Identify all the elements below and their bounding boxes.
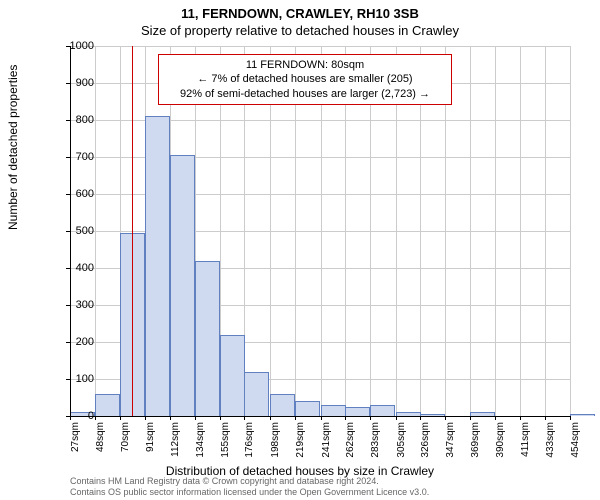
y-tick-label: 500 [76, 225, 94, 237]
x-tick-label: 411sqm [520, 422, 531, 457]
x-tick-label: 219sqm [295, 422, 306, 458]
info-box-line: ← 7% of detached houses are smaller (205… [165, 72, 445, 86]
histogram-bar [145, 116, 170, 416]
x-tick-label: 198sqm [270, 422, 281, 458]
histogram-bar [370, 405, 395, 416]
y-tick-label: 400 [76, 262, 94, 274]
histogram-bar [570, 414, 595, 416]
histogram-bar [195, 261, 220, 416]
histogram-bar [220, 335, 245, 416]
histogram-bar [270, 394, 295, 416]
x-tick-label: 134sqm [195, 422, 206, 458]
y-tick-label: 600 [76, 188, 94, 200]
y-tick-label: 700 [76, 151, 94, 163]
histogram-bar [95, 394, 120, 416]
x-tick-label: 305sqm [396, 422, 407, 458]
x-tick-label: 283sqm [370, 422, 381, 458]
grid-line [570, 46, 571, 416]
x-tick-label: 27sqm [70, 422, 81, 452]
y-axis-label: Number of detached properties [6, 65, 20, 230]
footer-line-1: Contains HM Land Registry data © Crown c… [70, 476, 429, 487]
y-tick-label: 300 [76, 299, 94, 311]
grid-line [470, 46, 471, 416]
y-tick-label: 200 [76, 336, 94, 348]
chart-footer: Contains HM Land Registry data © Crown c… [70, 476, 429, 498]
x-tick-label: 369sqm [470, 422, 481, 458]
y-tick-label: 900 [76, 77, 94, 89]
x-tick-label: 70sqm [120, 422, 131, 452]
histogram-bar [345, 407, 370, 416]
histogram-bar [244, 372, 269, 416]
grid-line [545, 46, 546, 416]
x-tick-label: 347sqm [445, 422, 456, 458]
y-tick-label: 1000 [70, 40, 94, 52]
property-size-chart: 11, FERNDOWN, CRAWLEY, RH10 3SB Size of … [0, 0, 600, 500]
y-tick-label: 100 [76, 373, 94, 385]
footer-line-2: Contains OS public sector information li… [70, 487, 429, 498]
x-tick-label: 112sqm [170, 422, 181, 457]
x-tick-label: 155sqm [220, 422, 231, 458]
grid-line [95, 46, 96, 416]
y-tick-label: 0 [88, 410, 94, 422]
histogram-bar [170, 155, 195, 416]
chart-subtitle: Size of property relative to detached ho… [0, 21, 600, 38]
x-tick-label: 326sqm [420, 422, 431, 458]
property-marker-line [132, 46, 133, 416]
x-tick-label: 390sqm [495, 422, 506, 458]
chart-title: 11, FERNDOWN, CRAWLEY, RH10 3SB [0, 0, 600, 21]
plot-area: 11 FERNDOWN: 80sqm← 7% of detached house… [70, 46, 570, 416]
histogram-bar [321, 405, 346, 416]
x-tick-label: 241sqm [321, 422, 332, 458]
x-tick-label: 176sqm [244, 422, 255, 458]
grid-line [495, 46, 496, 416]
property-info-box: 11 FERNDOWN: 80sqm← 7% of detached house… [158, 54, 452, 105]
info-box-line: 92% of semi-detached houses are larger (… [165, 87, 445, 101]
x-tick-label: 454sqm [570, 422, 581, 458]
x-tick-label: 91sqm [145, 422, 156, 452]
grid-line [520, 46, 521, 416]
x-tick-label: 433sqm [545, 422, 556, 458]
histogram-bar [295, 401, 320, 416]
y-tick-label: 800 [76, 114, 94, 126]
x-tick-label: 48sqm [95, 422, 106, 452]
info-box-line: 11 FERNDOWN: 80sqm [165, 58, 445, 72]
x-tick-label: 262sqm [345, 422, 356, 458]
